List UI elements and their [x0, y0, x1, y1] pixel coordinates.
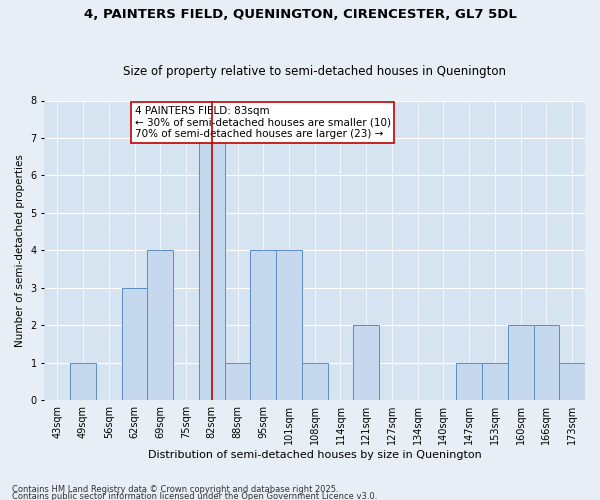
Bar: [456, 362, 482, 400]
Bar: [122, 288, 148, 400]
Text: 4, PAINTERS FIELD, QUENINGTON, CIRENCESTER, GL7 5DL: 4, PAINTERS FIELD, QUENINGTON, CIRENCEST…: [83, 8, 517, 20]
Bar: [276, 250, 302, 400]
Bar: [353, 326, 379, 400]
Bar: [533, 326, 559, 400]
Bar: [559, 362, 585, 400]
Bar: [224, 362, 250, 400]
Title: Size of property relative to semi-detached houses in Quenington: Size of property relative to semi-detach…: [123, 66, 506, 78]
Bar: [148, 250, 173, 400]
Bar: [508, 326, 533, 400]
Text: Contains public sector information licensed under the Open Government Licence v3: Contains public sector information licen…: [12, 492, 377, 500]
Bar: [302, 362, 328, 400]
Text: Contains HM Land Registry data © Crown copyright and database right 2025.: Contains HM Land Registry data © Crown c…: [12, 486, 338, 494]
Bar: [250, 250, 276, 400]
Y-axis label: Number of semi-detached properties: Number of semi-detached properties: [15, 154, 25, 347]
Bar: [482, 362, 508, 400]
Text: 4 PAINTERS FIELD: 83sqm
← 30% of semi-detached houses are smaller (10)
70% of se: 4 PAINTERS FIELD: 83sqm ← 30% of semi-de…: [134, 106, 391, 140]
Bar: [199, 138, 224, 400]
X-axis label: Distribution of semi-detached houses by size in Quenington: Distribution of semi-detached houses by …: [148, 450, 482, 460]
Bar: [70, 362, 96, 400]
